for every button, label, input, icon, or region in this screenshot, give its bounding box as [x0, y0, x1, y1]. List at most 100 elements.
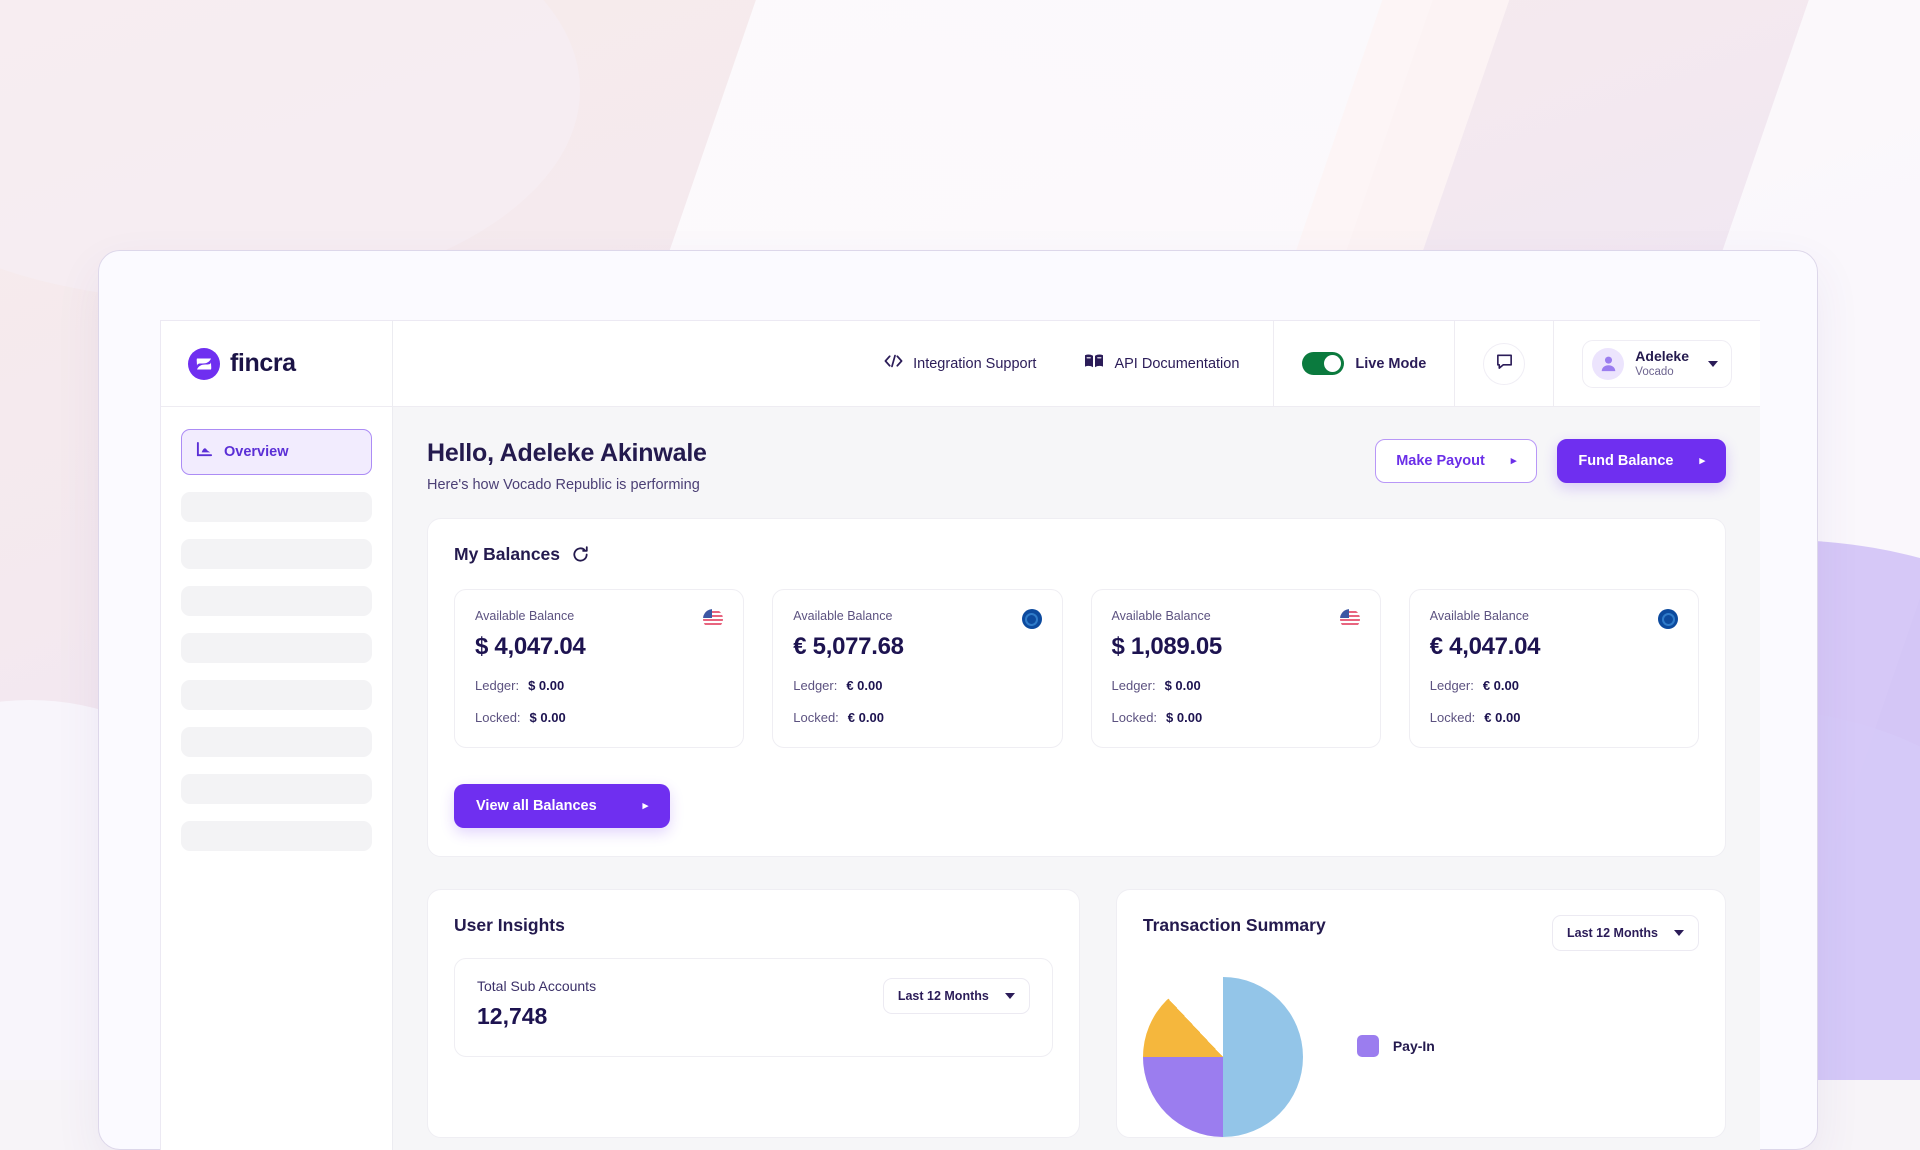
chevron-down-icon: [1674, 930, 1684, 936]
profile-name: Adeleke: [1635, 348, 1689, 366]
arrow-right-icon: ▸: [643, 801, 649, 812]
top-navigation-bar: Integration Support API Documentation: [393, 321, 1760, 407]
chat-cell: [1454, 321, 1553, 406]
locked-value: € 0.00: [1484, 710, 1520, 725]
ledger-row: Ledger: $ 0.00: [475, 678, 723, 693]
arrow-right-icon: ▸: [1511, 456, 1517, 467]
ledger-label: Ledger:: [1112, 678, 1156, 693]
view-all-balances-button[interactable]: View all Balances ▸: [454, 784, 670, 828]
ledger-row: Ledger: $ 0.00: [1112, 678, 1360, 693]
profile-menu[interactable]: Adeleke Vocado: [1582, 340, 1732, 388]
balance-card-top: Available Balance: [475, 609, 723, 629]
brand-name: fincra: [230, 349, 296, 378]
topbar-links: Integration Support API Documentation: [884, 321, 1273, 406]
live-mode-control[interactable]: Live Mode: [1302, 352, 1426, 375]
transaction-summary-period-dropdown[interactable]: Last 12 Months: [1552, 915, 1699, 951]
available-balance-label: Available Balance: [1112, 609, 1211, 623]
live-mode-toggle[interactable]: [1302, 352, 1344, 375]
eu-flag-icon: [1022, 609, 1042, 629]
chart-bar-icon: [196, 441, 213, 463]
balance-card[interactable]: Available Balance $ 4,047.04 Ledger: $ 0…: [454, 589, 744, 748]
header-actions: Make Payout ▸ Fund Balance ▸: [1375, 439, 1726, 483]
sidebar-placeholder-item: [181, 727, 372, 757]
api-documentation-label: API Documentation: [1114, 356, 1239, 372]
locked-label: Locked:: [793, 710, 839, 725]
ledger-label: Ledger:: [475, 678, 519, 693]
ledger-value: $ 0.00: [528, 678, 564, 693]
make-payout-button[interactable]: Make Payout ▸: [1375, 439, 1537, 483]
sidebar-placeholder-item: [181, 680, 372, 710]
balance-card[interactable]: Available Balance € 5,077.68 Ledger: € 0…: [772, 589, 1062, 748]
legend-label: Pay-In: [1393, 1038, 1435, 1054]
user-insights-header: User Insights: [454, 915, 1053, 936]
my-balances-title: My Balances: [454, 544, 560, 565]
profile-cell: Adeleke Vocado: [1553, 321, 1760, 406]
page-subtitle: Here's how Vocado Republic is performing: [427, 477, 707, 493]
total-sub-accounts-value: 12,748: [477, 1003, 596, 1030]
ledger-label: Ledger:: [1430, 678, 1474, 693]
balance-cards-grid: Available Balance $ 4,047.04 Ledger: $ 0…: [454, 589, 1699, 748]
user-insights-title: User Insights: [454, 915, 565, 936]
make-payout-label: Make Payout: [1396, 453, 1485, 469]
brand-logo[interactable]: fincra: [161, 321, 392, 407]
ledger-value: € 0.00: [846, 678, 882, 693]
sidebar-placeholder-item: [181, 774, 372, 804]
profile-org: Vocado: [1635, 365, 1689, 379]
view-all-balances-label: View all Balances: [476, 798, 597, 814]
balance-amount: $ 1,089.05: [1112, 633, 1360, 661]
sidebar-placeholder-item: [181, 633, 372, 663]
balance-card[interactable]: Available Balance € 4,047.04 Ledger: € 0…: [1409, 589, 1699, 748]
ledger-row: Ledger: € 0.00: [1430, 678, 1678, 693]
code-brackets-icon: [884, 354, 903, 373]
sidebar-placeholder-item: [181, 539, 372, 569]
locked-row: Locked: € 0.00: [1430, 710, 1678, 725]
balance-card-top: Available Balance: [793, 609, 1041, 629]
book-icon: [1084, 353, 1104, 374]
chat-bubble-icon: [1495, 352, 1514, 376]
integration-support-link[interactable]: Integration Support: [884, 354, 1036, 373]
us-flag-icon: [1340, 609, 1360, 629]
user-insights-period-dropdown[interactable]: Last 12 Months: [883, 978, 1030, 1014]
my-balances-header: My Balances: [454, 544, 1699, 565]
available-balance-label: Available Balance: [793, 609, 892, 623]
fund-balance-label: Fund Balance: [1578, 453, 1673, 469]
metric-block: Total Sub Accounts 12,748: [477, 978, 596, 1030]
my-balances-panel: My Balances Available Balance: [427, 518, 1726, 857]
locked-row: Locked: $ 0.00: [1112, 710, 1360, 725]
locked-value: € 0.00: [848, 710, 884, 725]
transaction-summary-panel: Transaction Summary Last 12 Months Pay-I…: [1116, 889, 1726, 1138]
chat-button[interactable]: [1483, 343, 1525, 385]
integration-support-label: Integration Support: [913, 356, 1036, 372]
ledger-value: € 0.00: [1483, 678, 1519, 693]
us-flag-icon: [703, 609, 723, 629]
transaction-summary-title: Transaction Summary: [1143, 915, 1326, 936]
user-insights-panel: User Insights Total Sub Accounts 12,748 …: [427, 889, 1080, 1138]
transaction-pie-chart[interactable]: [1143, 977, 1303, 1137]
transaction-summary-chart-row: Pay-In: [1143, 977, 1699, 1137]
greeting-block: Hello, Adeleke Akinwale Here's how Vocad…: [427, 439, 707, 493]
chart-legend: Pay-In: [1357, 977, 1435, 1057]
balance-amount: € 5,077.68: [793, 633, 1041, 661]
insights-split: User Insights Total Sub Accounts 12,748 …: [427, 889, 1726, 1138]
locked-row: Locked: $ 0.00: [475, 710, 723, 725]
api-documentation-link[interactable]: API Documentation: [1084, 353, 1239, 374]
transaction-summary-period-label: Last 12 Months: [1567, 926, 1658, 940]
fincra-logo-icon: [187, 347, 221, 381]
total-sub-accounts-label: Total Sub Accounts: [477, 978, 596, 994]
legend-swatch-pay-in: [1357, 1035, 1379, 1057]
available-balance-label: Available Balance: [475, 609, 574, 623]
fund-balance-button[interactable]: Fund Balance ▸: [1557, 439, 1726, 483]
ledger-label: Ledger:: [793, 678, 837, 693]
refresh-icon[interactable]: [571, 545, 590, 564]
locked-label: Locked:: [1112, 710, 1158, 725]
sidebar-nav: Overview: [161, 407, 392, 851]
sidebar: fincra Overview: [161, 321, 393, 1150]
dashboard-content: Hello, Adeleke Akinwale Here's how Vocad…: [393, 407, 1760, 1150]
sidebar-item-overview[interactable]: Overview: [181, 429, 372, 475]
available-balance-label: Available Balance: [1430, 609, 1529, 623]
locked-value: $ 0.00: [530, 710, 566, 725]
sidebar-placeholder-item: [181, 586, 372, 616]
balance-card[interactable]: Available Balance $ 1,089.05 Ledger: $ 0…: [1091, 589, 1381, 748]
sidebar-placeholder-item: [181, 492, 372, 522]
balance-card-top: Available Balance: [1112, 609, 1360, 629]
